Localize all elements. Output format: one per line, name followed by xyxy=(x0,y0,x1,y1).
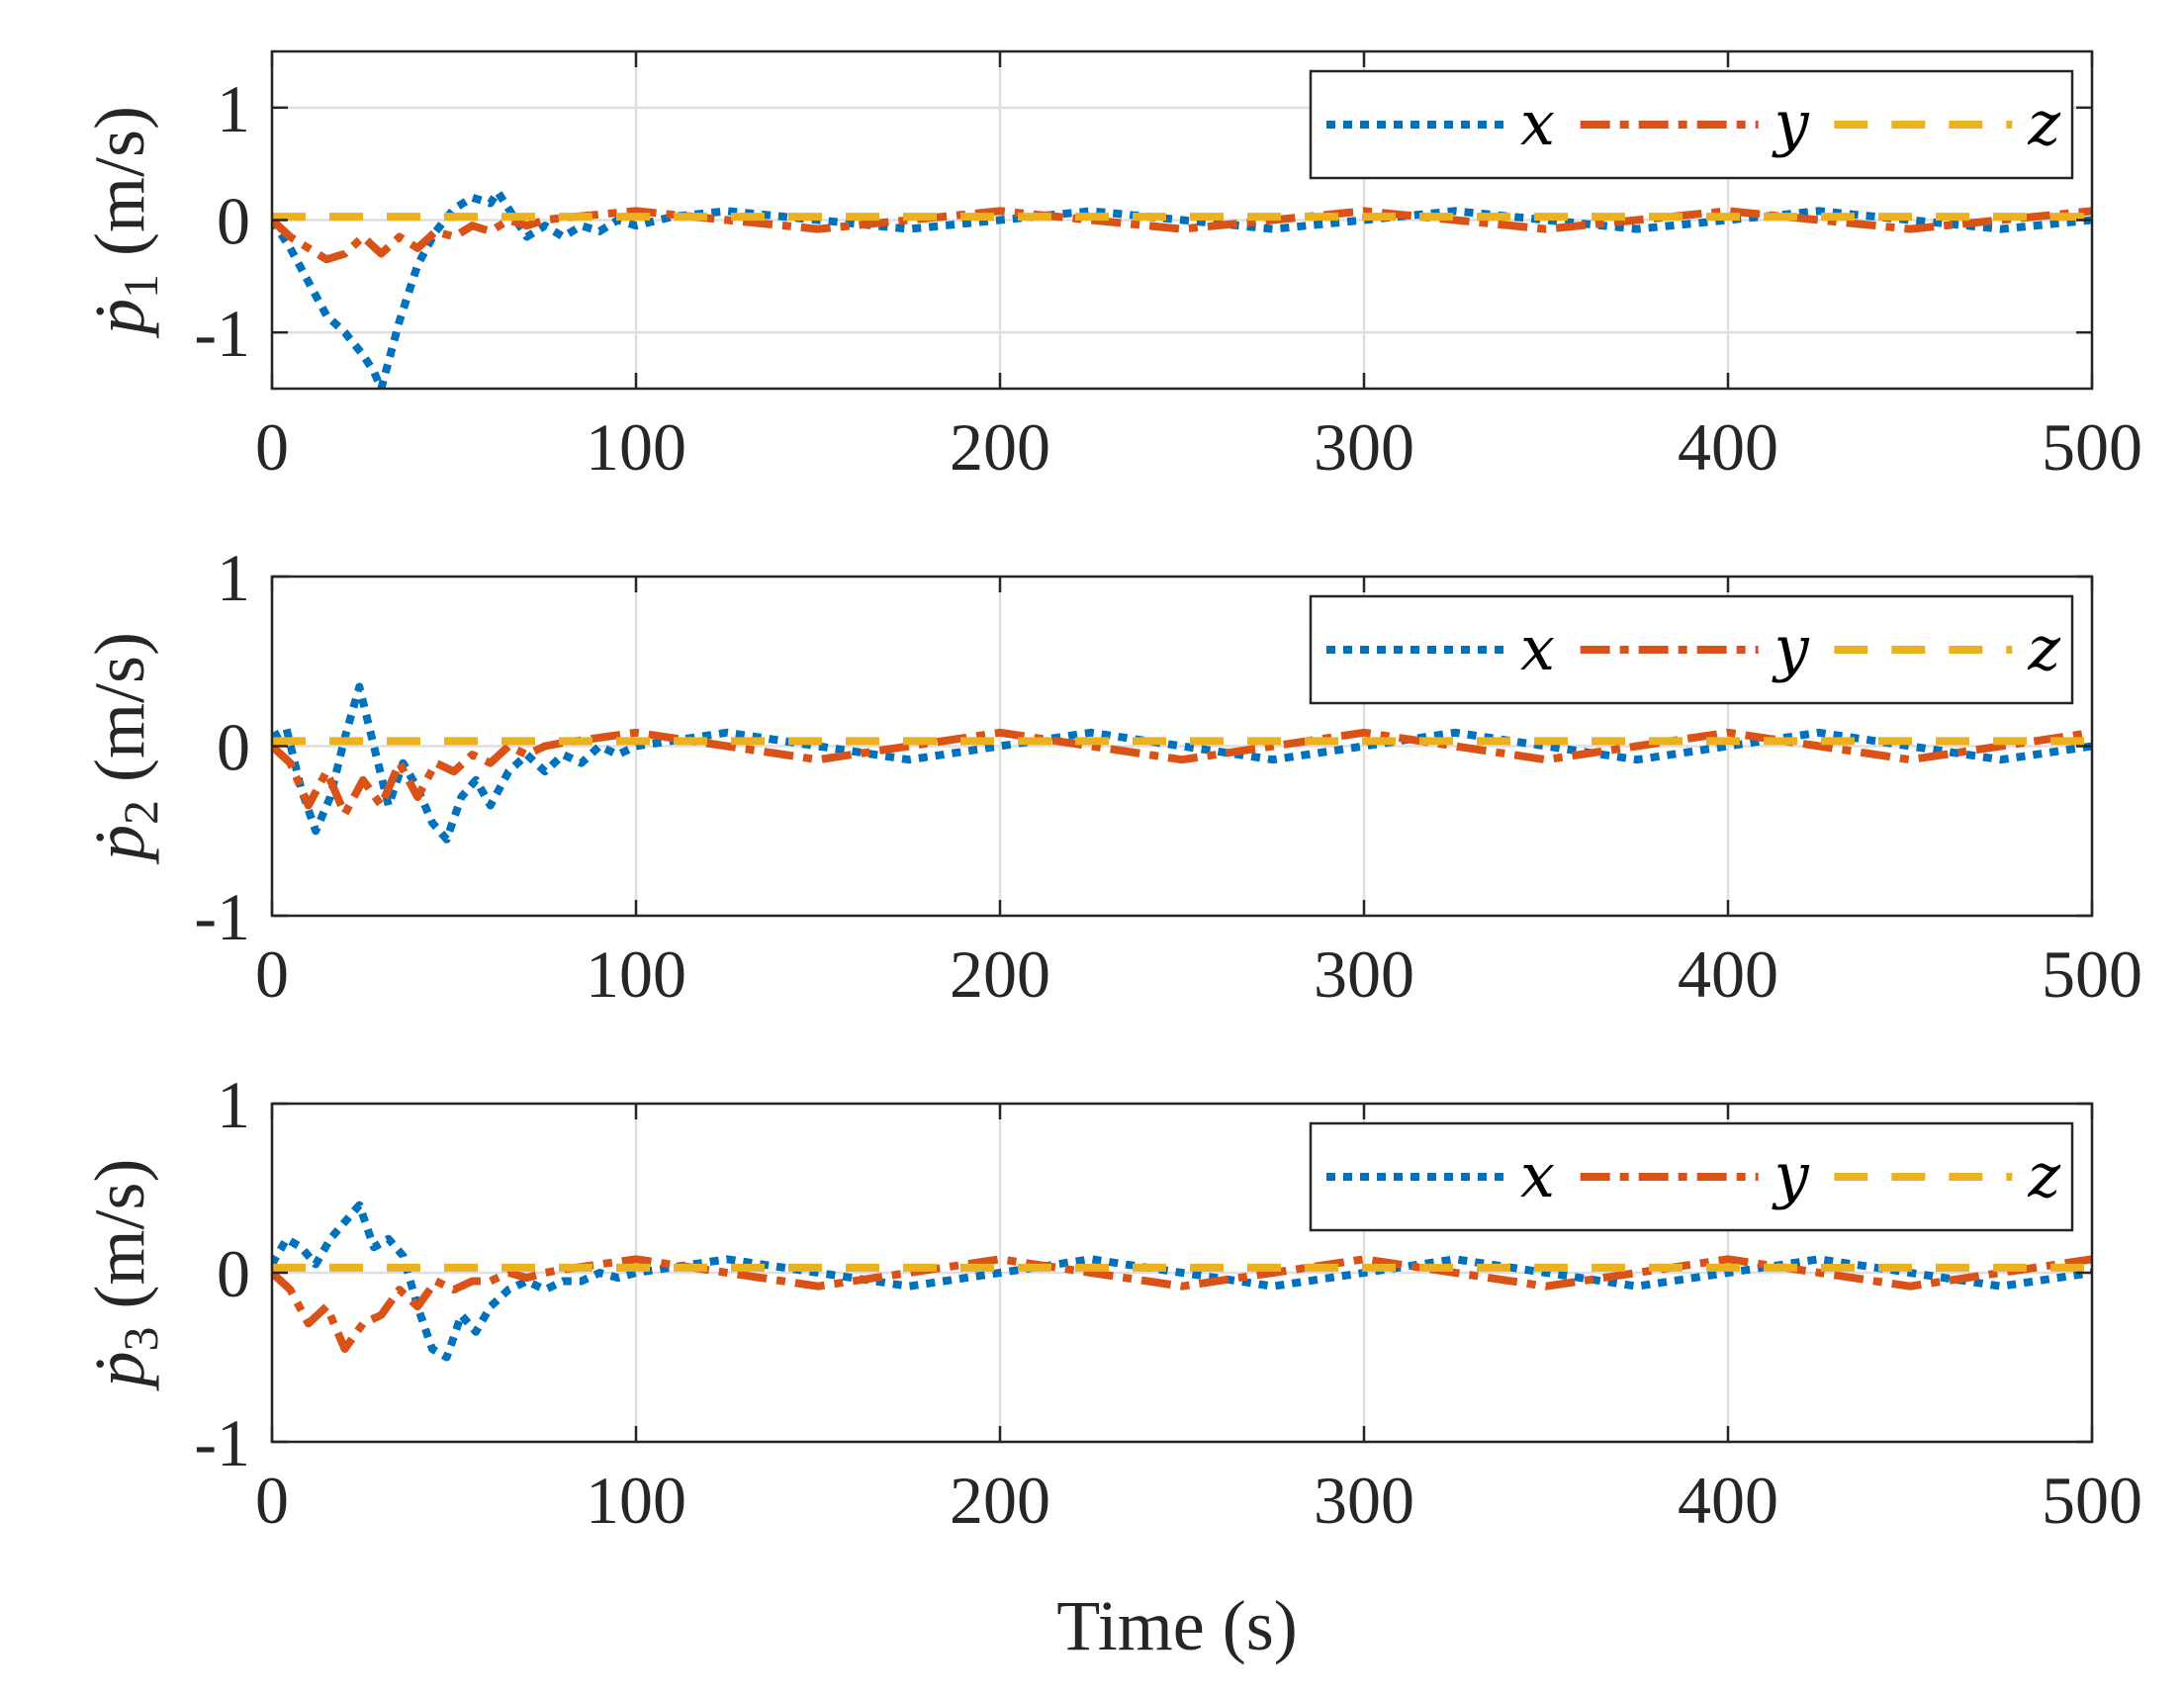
y-axis-label: ṗ3 (m/s) xyxy=(80,1159,168,1392)
y-tick-label: 1 xyxy=(217,71,250,146)
x-tick-label: 300 xyxy=(1314,1463,1414,1538)
series-line-y xyxy=(272,207,2092,264)
x-tick-label: 200 xyxy=(950,1463,1050,1538)
legend: x y z xyxy=(1309,594,2074,705)
series-line-x xyxy=(272,682,2092,844)
legend-label-z: z xyxy=(2027,87,2060,159)
y-tick-label: 1 xyxy=(217,540,250,615)
x-tick-label: 400 xyxy=(1678,1463,1778,1538)
x-tick-label: 500 xyxy=(2042,1463,2142,1538)
legend-label-x: x xyxy=(1520,612,1555,684)
x-tick-label: 0 xyxy=(255,409,289,485)
legend-item-z: z xyxy=(1834,1139,2060,1211)
legend-label-x: x xyxy=(1520,87,1555,159)
legend-item-y: y xyxy=(1580,87,1810,159)
series-line-y xyxy=(272,728,2092,819)
legend-item-z: z xyxy=(1834,87,2060,159)
x-tick-label: 300 xyxy=(1314,936,1414,1012)
x-axis-label: Time (s) xyxy=(1056,1586,1297,1665)
y-tick-label: -1 xyxy=(194,879,250,954)
x-tick-label: 500 xyxy=(2042,936,2142,1012)
y-axis-label-unit: (m/s) xyxy=(80,1159,159,1309)
y-tick-label: 0 xyxy=(217,184,250,259)
legend-label-y: y xyxy=(1772,87,1810,159)
y-axis-label-symbol: ṗ xyxy=(80,299,159,339)
y-tick-label: 0 xyxy=(217,1236,250,1311)
legend-box xyxy=(1309,69,2074,180)
y-axis-label-symbol: ṗ xyxy=(80,825,159,865)
x-tick-label: 400 xyxy=(1678,409,1778,485)
x-tick-label: 0 xyxy=(255,1463,289,1538)
legend: x y z xyxy=(1309,69,2074,180)
legend-item-x: x xyxy=(1326,1139,1555,1211)
y-axis-label-subscript: 3 xyxy=(113,1326,168,1351)
series-line-y xyxy=(272,1255,2092,1353)
legend-item-x: x xyxy=(1326,87,1555,159)
x-tick-label: 0 xyxy=(255,936,289,1012)
legend-item-z: z xyxy=(1834,612,2060,684)
legend-item-y: y xyxy=(1580,612,1810,684)
legend-box xyxy=(1309,1121,2074,1232)
legend-label-z: z xyxy=(2027,1139,2060,1211)
y-tick-label: 1 xyxy=(217,1067,250,1142)
x-tick-label: 200 xyxy=(950,936,1050,1012)
series-group xyxy=(272,188,2092,389)
y-axis-label: ṗ2 (m/s) xyxy=(80,632,168,865)
x-tick-label: 300 xyxy=(1314,409,1414,485)
series-group xyxy=(272,1201,2092,1362)
x-tick-label: 100 xyxy=(586,409,686,485)
legend-item-x: x xyxy=(1326,612,1555,684)
x-tick-label: 400 xyxy=(1678,936,1778,1012)
x-tick-label: 200 xyxy=(950,409,1050,485)
x-tick-label: 100 xyxy=(586,936,686,1012)
legend-label-y: y xyxy=(1772,612,1810,684)
x-tick-label: 500 xyxy=(2042,409,2142,485)
legend-box xyxy=(1309,594,2074,705)
legend-item-y: y xyxy=(1580,1139,1810,1211)
y-axis-label-subscript: 1 xyxy=(113,274,168,299)
legend-label-z: z xyxy=(2027,612,2060,684)
x-tick-label: 100 xyxy=(586,1463,686,1538)
y-axis-label-symbol: ṗ xyxy=(80,1351,159,1391)
y-axis-label: ṗ1 (m/s) xyxy=(80,106,168,339)
series-group xyxy=(272,682,2092,844)
y-axis-label-unit: (m/s) xyxy=(80,106,159,256)
legend-label-y: y xyxy=(1772,1139,1810,1211)
y-axis-label-unit: (m/s) xyxy=(80,632,159,782)
y-tick-label: 0 xyxy=(217,710,250,785)
y-axis-label-subscript: 2 xyxy=(113,800,168,825)
legend-label-x: x xyxy=(1520,1139,1555,1211)
legend: x y z xyxy=(1309,1121,2074,1232)
y-tick-label: -1 xyxy=(194,296,250,371)
y-tick-label: -1 xyxy=(194,1405,250,1480)
